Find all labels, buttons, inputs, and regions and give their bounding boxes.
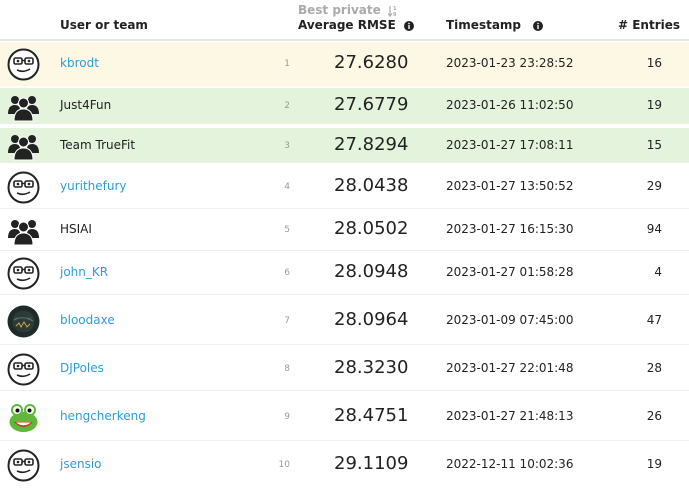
score-value: 28.4751 xyxy=(334,405,409,426)
rank-number: 4 xyxy=(284,182,290,192)
rank-number: 5 xyxy=(284,225,290,235)
team-icon xyxy=(7,129,40,162)
entries-count: 29 xyxy=(646,179,662,193)
entries-count: 4 xyxy=(654,265,662,279)
score-value: 27.8294 xyxy=(334,133,409,155)
rank-number: 8 xyxy=(284,364,290,374)
rank-number: 1 xyxy=(284,59,290,69)
sort-label: Best private xyxy=(298,3,381,17)
row-divider xyxy=(0,440,689,441)
timestamp-value: 2023-01-27 16:15:30 xyxy=(446,222,574,236)
sort-ascending-icon: 1 9 xyxy=(387,5,397,17)
entries-count: 26 xyxy=(646,409,662,423)
table-row: HSIAI 5 28.0502 2023-01-27 16:15:30 94 xyxy=(0,210,689,250)
table-row: john_KR 6 28.0948 2023-01-27 01:58:28 4 xyxy=(0,252,689,294)
table-row: jsensio 10 29.1109 2022-12-11 10:02:36 19 xyxy=(0,442,689,488)
entries-count: 16 xyxy=(646,56,662,70)
team-icon xyxy=(7,90,40,123)
timestamp-value: 2023-01-23 23:28:52 xyxy=(446,56,574,70)
glasses-face-icon[interactable] xyxy=(7,449,40,482)
leaderboard-header: User or team Best private 1 9 Average RM… xyxy=(0,0,689,41)
team-icon xyxy=(7,214,40,247)
timestamp-value: 2022-12-11 10:02:36 xyxy=(446,457,574,471)
table-row: Team TrueFit 3 27.8294 2023-01-27 17:08:11 1… xyxy=(0,128,689,163)
entries-count: 19 xyxy=(646,98,662,112)
col-average-rmse[interactable]: Average RMSE xyxy=(298,18,414,32)
table-row: Just4Fun 2 27.6779 2023-01-26 11:02:50 19 xyxy=(0,88,689,124)
entries-count: 15 xyxy=(646,137,662,152)
rank-number: 6 xyxy=(284,268,290,278)
entries-count: 28 xyxy=(646,361,662,375)
timestamp-value: 2023-01-09 07:45:00 xyxy=(446,313,574,327)
row-divider xyxy=(0,250,689,251)
timestamp-value: 2023-01-27 01:58:28 xyxy=(446,265,574,279)
col-user-or-team[interactable]: User or team xyxy=(60,18,148,32)
col-entries[interactable]: # Entries xyxy=(618,18,681,32)
row-divider xyxy=(0,390,689,391)
user-name-link[interactable]: bloodaxe xyxy=(60,313,115,327)
dark-photo-icon[interactable] xyxy=(7,305,40,338)
glasses-face-icon[interactable] xyxy=(7,48,40,81)
score-value: 28.0502 xyxy=(334,218,409,239)
info-icon[interactable] xyxy=(403,20,414,31)
score-value: 27.6779 xyxy=(334,94,409,115)
svg-text:9: 9 xyxy=(393,12,397,17)
col-timestamp-label: Timestamp xyxy=(446,18,522,32)
timestamp-value: 2023-01-27 13:50:52 xyxy=(446,179,574,193)
glasses-face-icon[interactable] xyxy=(7,171,40,204)
col-timestamp[interactable]: Timestamp xyxy=(446,18,544,32)
team-name: Team TrueFit xyxy=(60,137,136,152)
rank-number: 9 xyxy=(284,412,290,422)
table-row: hengcherkeng 9 28.4751 2023-01-27 21:48:13 2… xyxy=(0,394,689,440)
header-divider xyxy=(0,39,689,41)
timestamp-value: 2023-01-27 21:48:13 xyxy=(446,409,574,423)
user-name-link[interactable]: john_KR xyxy=(60,265,109,279)
timestamp-value: 2023-01-27 22:01:48 xyxy=(446,361,574,375)
team-name: HSIAI xyxy=(60,222,92,236)
rank-number: 3 xyxy=(284,140,290,151)
glasses-face-icon[interactable] xyxy=(7,257,40,290)
rank-number: 10 xyxy=(278,460,290,470)
table-row: DJPoles 8 28.3230 2023-01-27 22:01:48 28 xyxy=(0,348,689,390)
row-divider xyxy=(0,344,689,345)
score-value: 28.3230 xyxy=(334,357,409,378)
glasses-face-icon[interactable] xyxy=(7,353,40,386)
frog-icon[interactable] xyxy=(7,401,40,434)
rank-number: 7 xyxy=(284,316,290,326)
table-row: kbrodt 1 27.6280 2023-01-23 23:28:52 16 xyxy=(0,42,689,86)
score-value: 27.6280 xyxy=(334,52,409,73)
score-value: 28.0948 xyxy=(334,261,409,282)
row-divider xyxy=(0,208,689,209)
user-name-link[interactable]: yurithefury xyxy=(60,179,127,193)
user-name-link[interactable]: DJPoles xyxy=(60,361,104,375)
svg-text:1: 1 xyxy=(393,6,397,12)
table-row: yurithefury 4 28.0438 2023-01-27 13:50:52 29 xyxy=(0,166,689,208)
entries-count: 47 xyxy=(646,313,662,327)
info-icon[interactable] xyxy=(533,20,544,31)
score-value: 28.0438 xyxy=(334,175,409,196)
sort-best-private[interactable]: Best private 1 9 xyxy=(298,3,397,17)
score-value: 29.1109 xyxy=(334,453,409,474)
row-divider xyxy=(0,294,689,295)
entries-count: 19 xyxy=(646,457,662,471)
user-name-link[interactable]: kbrodt xyxy=(60,56,99,70)
rank-number: 2 xyxy=(284,101,290,111)
team-name: Just4Fun xyxy=(60,98,112,112)
col-average-rmse-label: Average RMSE xyxy=(298,18,396,32)
timestamp-value: 2023-01-27 17:08:11 xyxy=(446,137,574,152)
user-name-link[interactable]: hengcherkeng xyxy=(60,409,146,423)
timestamp-value: 2023-01-26 11:02:50 xyxy=(446,98,574,112)
user-name-link[interactable]: jsensio xyxy=(60,457,102,471)
score-value: 28.0964 xyxy=(334,309,409,330)
entries-count: 94 xyxy=(646,222,662,236)
table-row: bloodaxe 7 28.0964 2023-01-09 07:45:00 47 xyxy=(0,298,689,344)
